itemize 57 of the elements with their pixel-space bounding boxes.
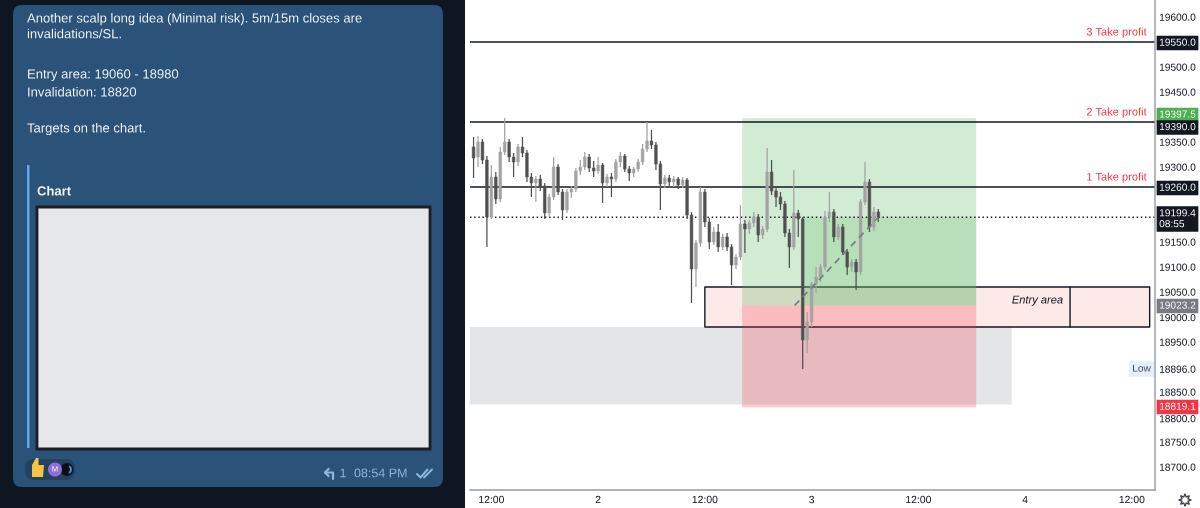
text: Chart [37, 185, 71, 196]
y-tick-label: 19050.0 [1159, 288, 1196, 296]
candlestick [525, 149, 529, 183]
y-tick-label: 18896.0 [1159, 365, 1196, 373]
candlestick [756, 213, 760, 243]
x-tick-label: 2 [595, 495, 601, 504]
ref-line-label: 3 Take profit [1086, 27, 1147, 38]
candlestick [565, 188, 569, 214]
y-tick-label: 19199.4 08:55 [1159, 209, 1196, 228]
text: 1 [340, 468, 346, 478]
candlestick [716, 223, 720, 253]
candlestick [516, 143, 520, 167]
candlestick [854, 258, 858, 291]
x-tick-label: 12:00 [906, 495, 931, 504]
y-tick-label: 18850.0 [1159, 388, 1196, 396]
y-tick-label: 19550.0 [1159, 38, 1196, 46]
annotation: Low [1133, 364, 1151, 372]
y-tick-label: 19390.0 [1159, 122, 1196, 131]
y-tick-label: 19300.0 [1159, 163, 1196, 171]
candlestick [476, 135, 480, 168]
y-tick-label: 19023.2 [1159, 301, 1196, 309]
text: Another scalp long idea (Minimal risk). 5m/15m closes are invalidations/SL. [27, 13, 362, 39]
text: Invalidation: 18820 [28, 86, 137, 97]
y-tick-label: 19100.0 [1159, 263, 1196, 271]
y-tick-label: 18750.0 [1159, 438, 1196, 446]
annotation: Entry area [1012, 295, 1063, 306]
x-tick-label: 12:00 [479, 495, 504, 504]
y-tick-label: 19397.5 [1159, 110, 1196, 118]
candlestick [872, 206, 876, 232]
y-tick-label: 19600.0 [1159, 13, 1196, 21]
y-tick-label: 19500.0 [1159, 63, 1196, 71]
candlestick [471, 136, 476, 179]
candlestick [845, 248, 849, 276]
candlestick [743, 219, 747, 254]
y-tick-label: 19150.0 [1159, 238, 1196, 246]
ref-line-label: 1 Take profit [1087, 172, 1147, 183]
y-tick-label: 18700.0 [1159, 463, 1196, 471]
y-tick-label: 18819.1 [1159, 402, 1196, 410]
x-tick-label: 4 [1022, 495, 1028, 504]
y-tick-label: 18950.0 [1159, 338, 1196, 346]
candlestick [600, 162, 605, 204]
y-tick-label: 19260.0 [1159, 183, 1196, 191]
x-tick-label: 3 [809, 495, 815, 504]
candlestick [494, 171, 498, 205]
x-tick-label: 12:00 [1119, 495, 1145, 504]
ref-line-label: 2 Take profit [1086, 107, 1147, 118]
text: Targets on the chart. [27, 122, 145, 136]
text: Entry area: 19060 - 18980 [28, 69, 179, 82]
y-tick-label: 19350.0 [1159, 138, 1196, 146]
candlestick [609, 172, 614, 198]
y-tick-label: 19450.0 [1159, 88, 1196, 96]
text: 08:54 PM [354, 468, 407, 478]
candlestick [534, 175, 538, 203]
y-tick-label: 18800.0 [1159, 415, 1196, 423]
x-tick-label: 12:00 [692, 495, 718, 504]
y-tick-label: 19000.0 [1159, 314, 1196, 322]
candlestick [614, 158, 618, 183]
